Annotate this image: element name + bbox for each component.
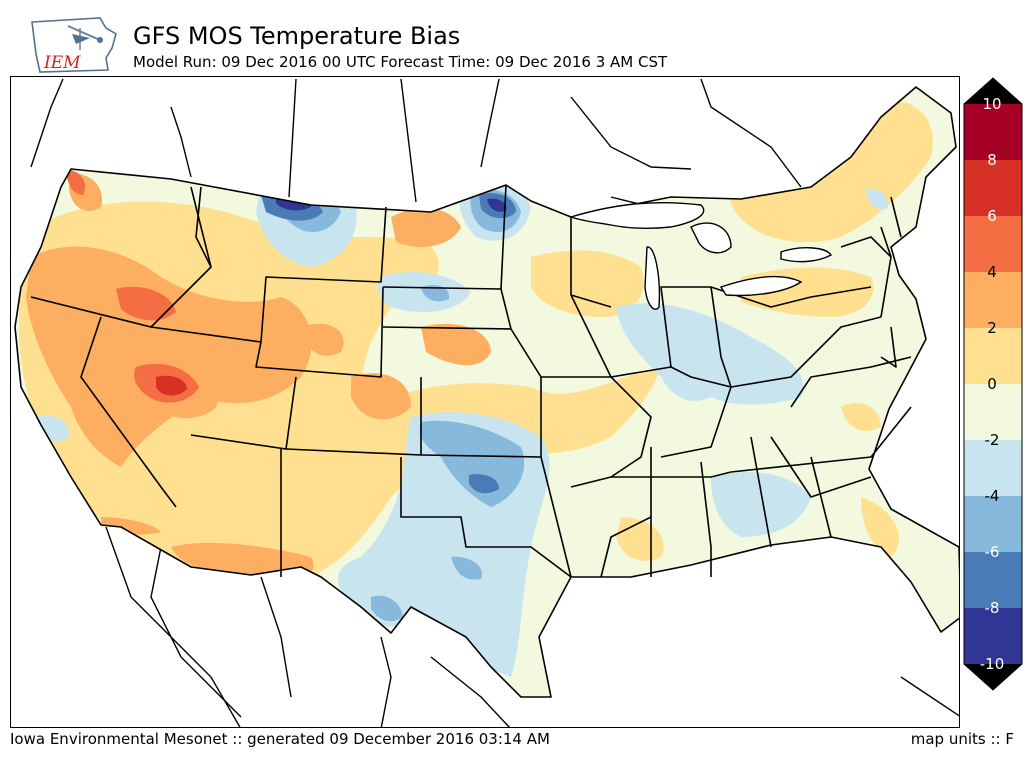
colorbar-segment <box>964 104 1022 160</box>
colorbar-segment <box>964 496 1022 552</box>
colorbar-tick-6: 6 <box>987 207 997 225</box>
colorbar-segment <box>964 216 1022 272</box>
lakes <box>568 201 832 310</box>
colorbar-segment <box>964 608 1022 664</box>
colorbar-tick-2: 2 <box>987 319 997 337</box>
map-outside-land <box>30 78 959 727</box>
page-title: GFS MOS Temperature Bias <box>133 22 461 50</box>
colorbar: 10 8 6 4 2 0 -2 -4 -6 -8 -10 <box>960 76 1024 692</box>
colorbar-segment <box>964 384 1022 440</box>
page-subtitle: Model Run: 09 Dec 2016 00 UTC Forecast T… <box>133 53 668 71</box>
colorbar-segment <box>964 272 1022 328</box>
colorbar-tick-4: 4 <box>987 263 997 281</box>
footer-credit: Iowa Environmental Mesonet :: generated … <box>10 730 550 748</box>
colorbar-tick-0: 0 <box>987 375 997 393</box>
colorbar-over-arrow <box>964 78 1022 104</box>
colorbar-tick-neg2: -2 <box>984 431 1000 449</box>
bias-contours <box>15 87 959 697</box>
colorbar-segment <box>964 440 1022 496</box>
iem-logo-icon: IEM <box>31 17 117 73</box>
colorbar-segment <box>964 328 1022 384</box>
map-panel <box>10 76 960 728</box>
colorbar-tick-8: 8 <box>987 151 997 169</box>
colorbar-tick-10: 10 <box>982 95 1002 113</box>
colorbar-tick-neg6: -6 <box>984 543 1000 561</box>
colorbar-graphic <box>963 77 1023 691</box>
colorbar-segment <box>964 552 1022 608</box>
colorbar-tick-neg10: -10 <box>979 655 1005 673</box>
logo-text: IEM <box>43 53 81 73</box>
colorbar-under-arrow <box>964 664 1022 690</box>
state-borders <box>14 86 959 698</box>
colorbar-segment <box>964 160 1022 216</box>
colorbar-outline <box>963 77 1023 691</box>
colorbar-tick-neg8: -8 <box>984 599 1000 617</box>
bias-map <box>14 78 959 727</box>
colorbar-tick-neg4: -4 <box>984 487 1000 505</box>
footer-units: map units :: F <box>910 730 1014 748</box>
